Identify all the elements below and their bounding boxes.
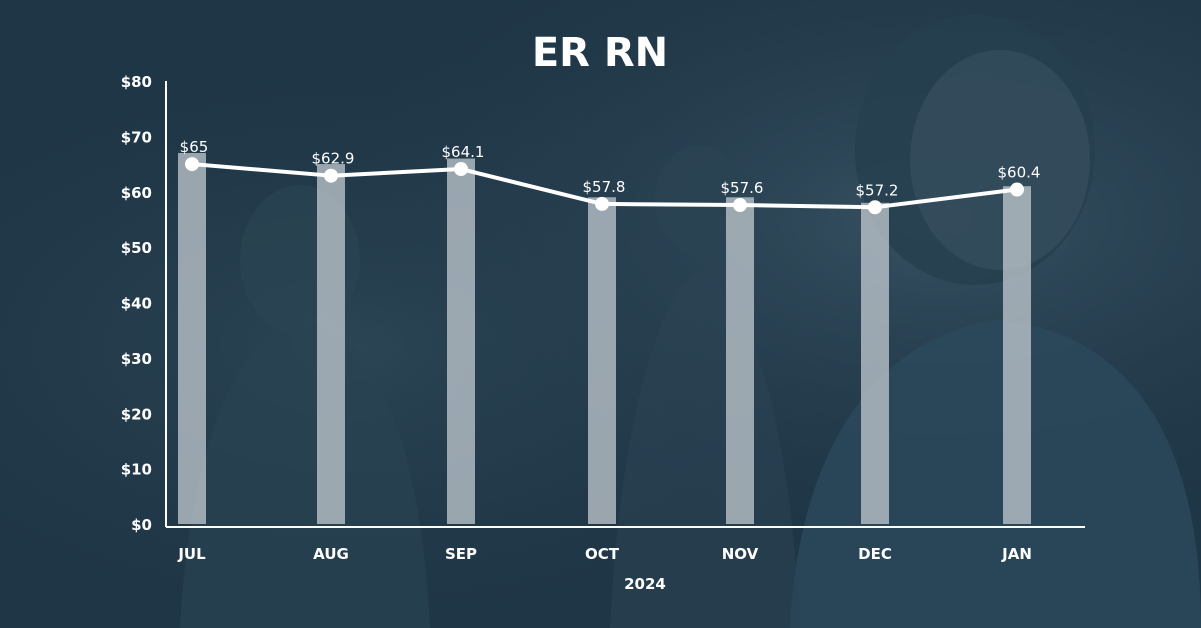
line-points: [185, 157, 1024, 215]
x-tick-label: JUL: [177, 545, 206, 563]
x-tick-label: JAN: [1001, 545, 1032, 563]
line-point: [454, 162, 468, 177]
y-tick-label: $80: [121, 73, 152, 91]
bar: [726, 197, 754, 524]
line-point: [595, 196, 609, 211]
y-tick-label: $10: [121, 461, 152, 479]
x-tick-label: DEC: [858, 545, 892, 563]
y-tick-label: $0: [131, 516, 152, 534]
x-axis-title: 2024: [624, 575, 666, 593]
data-label: $57.2: [856, 181, 899, 199]
y-tick-label: $60: [121, 184, 152, 202]
line-point: [868, 200, 882, 215]
bar: [317, 164, 345, 524]
line-point: [185, 157, 199, 172]
x-tick-label: AUG: [313, 545, 349, 563]
data-label: $65: [180, 138, 209, 156]
x-tick-label: SEP: [445, 545, 477, 563]
bar: [447, 158, 475, 524]
data-label: $57.6: [721, 179, 764, 197]
y-tick-label: $20: [121, 405, 152, 423]
line-point: [1010, 182, 1024, 197]
x-axis-ticks: JUL AUG SEP OCT NOV DEC JAN: [177, 545, 1032, 563]
line-point: [324, 168, 338, 183]
y-axis-ticks: $0 $10 $20 $30 $40 $50 $60 $70 $80: [121, 73, 152, 534]
bar: [588, 197, 616, 524]
data-label: $62.9: [312, 150, 355, 168]
y-tick-label: $50: [121, 239, 152, 257]
y-tick-label: $70: [121, 128, 152, 146]
data-label: $64.1: [442, 143, 485, 161]
bar: [861, 202, 889, 524]
y-tick-label: $40: [121, 295, 152, 313]
x-tick-label: NOV: [722, 545, 759, 563]
y-tick-label: $30: [121, 350, 152, 368]
data-labels: $65 $62.9 $64.1 $57.8 $57.6 $57.2 $60.4: [180, 138, 1041, 199]
bar: [1003, 186, 1031, 524]
line-point: [733, 198, 747, 213]
x-tick-label: OCT: [585, 545, 620, 563]
chart-title: ER RN: [532, 30, 668, 76]
data-label: $57.8: [583, 178, 626, 196]
data-label: $60.4: [998, 164, 1041, 182]
bar-series: [178, 152, 1031, 525]
bar: [178, 152, 206, 525]
